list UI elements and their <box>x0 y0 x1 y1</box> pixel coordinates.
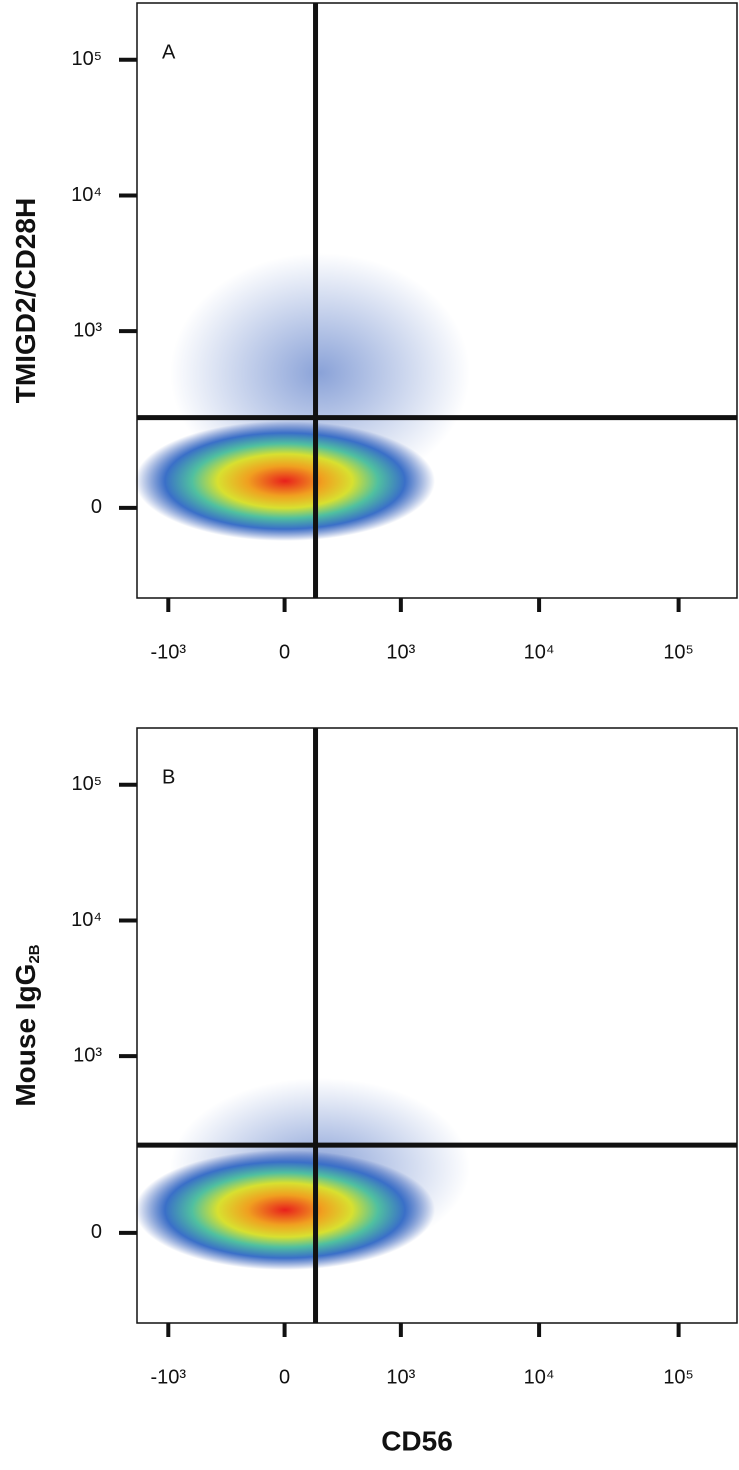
y-axis-title-text: Mouse IgG <box>10 964 41 1107</box>
x-tick-label: 0 <box>279 1366 290 1388</box>
y-tick-label: 0 <box>91 496 102 518</box>
x-axis-title: CD56 <box>381 1425 453 1456</box>
x-tick-label: -10³ <box>151 641 187 663</box>
x-tick-label: 10⁵ <box>663 1366 694 1388</box>
y-tick-label: 10³ <box>73 1044 102 1066</box>
panel-label: A <box>162 41 176 63</box>
y-axis-title: TMIGD2/CD28H <box>10 198 41 403</box>
plot-frame <box>136 727 738 1324</box>
x-tick-label: 10⁴ <box>524 1366 555 1388</box>
y-axis-title: Mouse IgG2B <box>10 944 43 1106</box>
y-tick-label: 10⁵ <box>71 773 102 795</box>
y-tick-label: 10⁴ <box>71 909 102 931</box>
y-tick-label: 10⁵ <box>71 48 102 70</box>
y-tick-label: 0 <box>91 1221 102 1243</box>
x-tick-label: 0 <box>279 641 290 663</box>
x-tick-label: 10⁵ <box>663 641 694 663</box>
panel-label: B <box>162 766 175 788</box>
density-core <box>135 421 435 541</box>
plot-frame <box>136 2 738 599</box>
y-tick-label: 10⁴ <box>71 184 102 206</box>
x-tick-label: 10³ <box>386 1366 415 1388</box>
x-tick-label: -10³ <box>151 1366 187 1388</box>
x-tick-label: 10³ <box>386 641 415 663</box>
x-tick-label: 10⁴ <box>524 641 555 663</box>
density-core <box>135 1150 435 1270</box>
y-axis-title-text: TMIGD2/CD28H <box>10 198 41 403</box>
y-axis-title-subscript: 2B <box>26 944 43 963</box>
y-tick-label: 10³ <box>73 319 102 341</box>
